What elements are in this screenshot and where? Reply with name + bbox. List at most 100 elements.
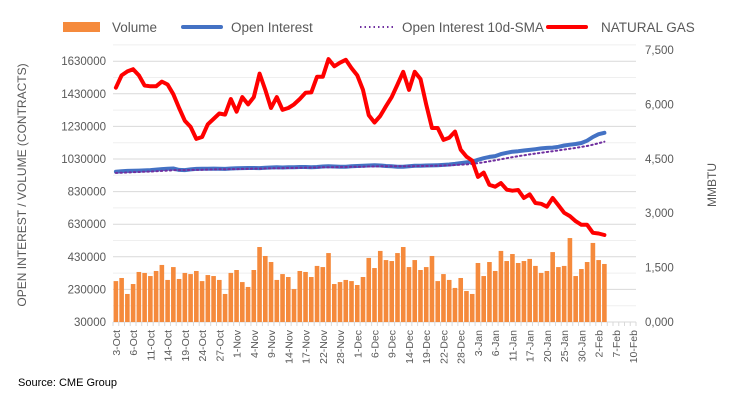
y-left-tick-label: 30000 — [74, 317, 106, 329]
volume-bar — [217, 279, 222, 322]
volume-bar — [510, 254, 515, 322]
y-right-tick-label: 4,500 — [645, 154, 674, 166]
x-tick-label: 2-Feb — [594, 330, 606, 358]
source-note: Source: CME Group — [18, 377, 118, 389]
volume-bar — [176, 278, 182, 322]
volume-bar — [222, 293, 228, 322]
volume-bar — [205, 275, 211, 322]
volume-bar — [291, 289, 297, 322]
volume-bar — [280, 274, 285, 322]
volume-bar — [561, 265, 567, 322]
volume-bar — [464, 291, 469, 322]
x-tick-label: 22-Nov — [318, 329, 330, 364]
volume-bar — [142, 272, 147, 322]
volume-bar — [159, 264, 165, 322]
volume-bar — [481, 276, 486, 322]
volume-bar — [446, 279, 452, 322]
y-right-tick-label: 7,500 — [645, 45, 674, 57]
volume-bar — [136, 271, 142, 322]
volume-bar — [331, 284, 337, 322]
volume-bar — [165, 279, 170, 322]
x-tick-label: 14-Oct — [163, 330, 175, 362]
volume-bar — [458, 277, 464, 322]
volume-bar — [573, 276, 578, 322]
volume-bar — [389, 261, 395, 322]
x-tick-label: 22-Dec — [438, 330, 450, 364]
x-tick-label: 11-Oct — [145, 330, 157, 361]
volume-bar — [395, 253, 400, 322]
y-left-axis-title: OPEN INTEREST / VOLUME (CONTRACTS) — [15, 63, 29, 306]
volume-bar — [113, 281, 119, 322]
x-tick-label: 6-Jan — [490, 330, 502, 356]
y-right-tick-label: 1,500 — [645, 263, 674, 275]
volume-bar — [268, 262, 274, 322]
x-tick-label: 28-Dec — [456, 330, 468, 364]
volume-bar — [492, 270, 498, 322]
volume-bar — [285, 277, 291, 322]
volume-bar — [182, 272, 188, 322]
y-left-tick-label: 630000 — [68, 219, 106, 231]
y-left-tick-label: 830000 — [68, 187, 106, 199]
volume-bar — [274, 279, 280, 322]
y-left-tick-label: 1630000 — [61, 56, 106, 68]
volume-bar — [171, 267, 176, 322]
volume-bar — [343, 279, 349, 322]
volume-bar — [257, 247, 262, 322]
volume-bar — [550, 252, 555, 322]
volume-bar — [337, 282, 343, 322]
volume-bar — [556, 267, 561, 322]
x-tick-label: 19-Dec — [421, 330, 433, 364]
volume-bar — [429, 255, 435, 322]
volume-bar — [228, 272, 234, 322]
y-right-axis-title: MMBTU — [705, 163, 719, 207]
volume-bar — [584, 262, 590, 322]
y-right-tick-label: 6,000 — [645, 99, 674, 111]
volume-bar — [412, 260, 418, 322]
x-tick-label: 27-Oct — [214, 330, 226, 362]
volume-bar — [377, 250, 383, 322]
x-tick-label: 4-Nov — [249, 329, 261, 358]
y-left-tick-label: 1230000 — [61, 121, 106, 133]
x-tick-label: 7-Feb — [611, 330, 623, 358]
volume-bar — [148, 276, 153, 322]
volume-bar — [435, 281, 441, 322]
volume-bar — [372, 268, 377, 322]
legend-label: Open Interest — [231, 20, 313, 35]
x-tick-label: 14-Dec — [404, 330, 416, 364]
x-tick-label: 9-Nov — [266, 329, 278, 358]
volume-bar — [130, 284, 136, 322]
volume-bar — [498, 250, 504, 322]
volume-bar — [314, 265, 320, 322]
x-tick-label: 11-Jan — [507, 330, 519, 361]
volume-bar — [360, 277, 366, 322]
volume-bar — [320, 267, 326, 322]
volume-bar — [406, 267, 412, 322]
volume-bar — [521, 261, 527, 322]
x-tick-label: 30-Jan — [576, 330, 588, 362]
x-tick-label: 1-Dec — [352, 330, 364, 358]
volume-bar — [125, 293, 130, 322]
volume-bar — [515, 262, 521, 322]
x-tick-label: 17-Nov — [301, 329, 313, 364]
volume-bar — [194, 270, 199, 322]
volume-bar — [423, 267, 429, 322]
x-tick-label: 6-Dec — [370, 330, 382, 358]
x-tick-label: 25-Jan — [559, 330, 571, 362]
x-tick-label: 1-Nov — [232, 329, 244, 358]
volume-bar — [533, 265, 538, 322]
volume-bar — [504, 261, 509, 322]
volume-bar — [366, 257, 372, 322]
volume-bar — [354, 284, 360, 322]
x-tick-label: 19-Oct — [180, 330, 192, 362]
volume-bar — [263, 255, 268, 322]
open-interest-sma-line — [114, 140, 606, 174]
volume-bar — [297, 270, 303, 322]
legend-volume-swatch — [63, 22, 100, 32]
volume-bar — [527, 258, 532, 322]
y-right-tick-label: 0,000 — [645, 317, 674, 329]
legend-label: Open Interest 10d-SMA — [402, 20, 544, 35]
y-right-tick-label: 3,000 — [645, 208, 674, 220]
volume-bar — [211, 276, 216, 322]
y-left-tick-label: 230000 — [68, 284, 106, 296]
volume-bar — [567, 238, 573, 322]
